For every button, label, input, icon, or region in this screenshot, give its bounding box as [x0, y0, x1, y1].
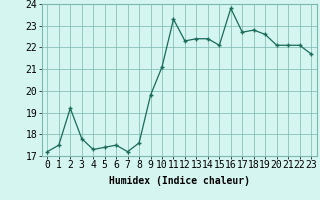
X-axis label: Humidex (Indice chaleur): Humidex (Indice chaleur): [109, 176, 250, 186]
